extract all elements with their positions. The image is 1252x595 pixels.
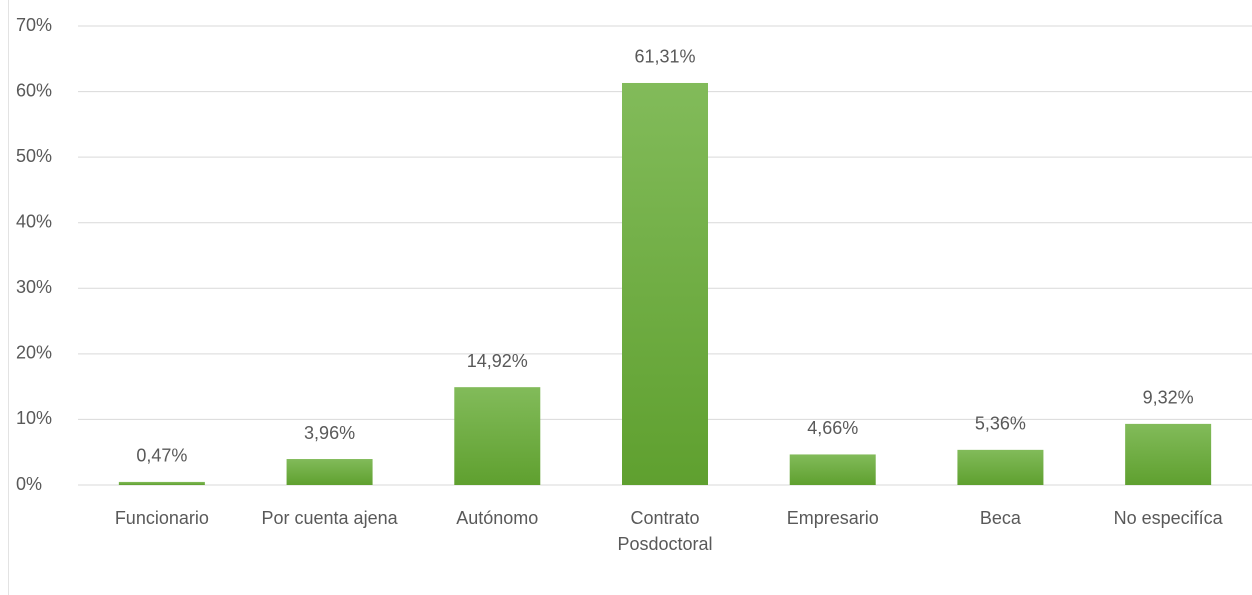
y-tick-label: 60%	[16, 80, 52, 100]
bar	[622, 82, 708, 486]
bar	[454, 387, 541, 485]
bar	[118, 481, 205, 485]
y-tick-label: 30%	[16, 277, 52, 297]
y-tick-label: 40%	[16, 211, 52, 231]
bar	[789, 454, 876, 485]
x-tick-label: Funcionario	[114, 508, 209, 528]
x-tick-label: Por cuenta ajena	[261, 508, 398, 528]
data-label: 14,92%	[467, 351, 528, 371]
data-label: 4,66%	[807, 418, 858, 438]
x-tick-label: No especifíca	[1113, 508, 1223, 528]
x-tick-label: Autónomo	[456, 508, 539, 528]
y-tick-label: 10%	[16, 408, 52, 428]
y-tick-label: 70%	[16, 15, 52, 35]
data-label: 9,32%	[1143, 388, 1194, 408]
bar	[957, 449, 1044, 485]
x-tick-label: Empresario	[786, 508, 879, 528]
y-tick-label: 50%	[16, 146, 52, 166]
x-tick-label: Contrato Posdoctoral	[617, 508, 713, 554]
data-label: 5,36%	[975, 414, 1026, 434]
x-tick-label: Beca	[979, 508, 1021, 528]
bar	[1125, 423, 1212, 485]
y-tick-label: 20%	[16, 343, 52, 363]
y-tick-label: 0%	[16, 474, 42, 494]
data-label: 61,31%	[634, 47, 695, 67]
data-label: 0,47%	[136, 446, 187, 466]
bar	[286, 459, 373, 485]
data-label: 3,96%	[304, 423, 355, 443]
